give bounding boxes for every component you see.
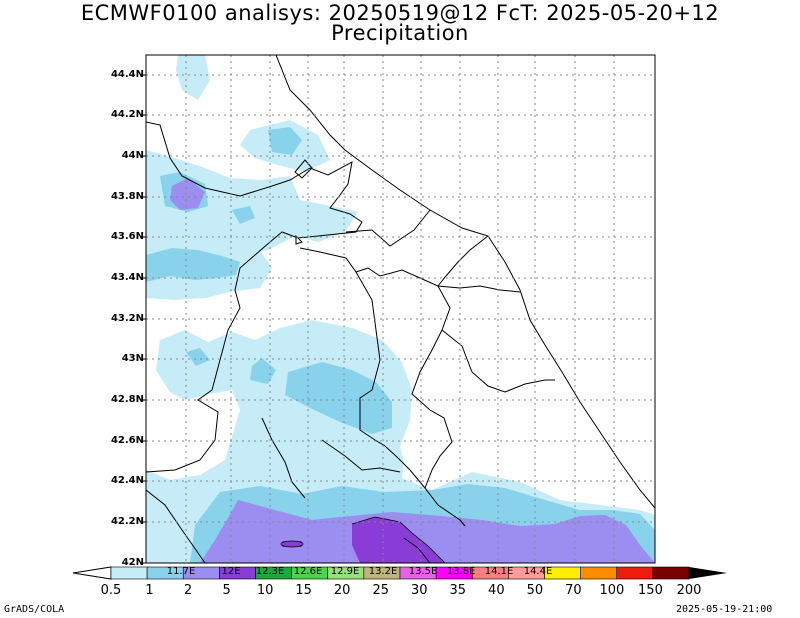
lon-label: 12.6E	[293, 566, 323, 577]
map-subtitle: Precipitation	[331, 21, 469, 45]
colorbar-label: 20	[333, 583, 351, 598]
boundaries	[146, 55, 655, 563]
colorbar-left-arrow	[72, 566, 112, 580]
colorbar-swatch	[616, 566, 654, 580]
colorbar-swatch	[580, 566, 618, 580]
colorbar-label: 40	[488, 583, 505, 598]
lat-label: 43.8N	[110, 191, 144, 202]
lon-label: 12.9E	[330, 566, 360, 577]
lon-label: 14.1E	[484, 566, 514, 577]
lat-ticks	[142, 74, 146, 564]
lon-label: 11.7E	[166, 566, 196, 577]
precip-contours	[280, 516, 446, 563]
lon-label: 12.3E	[255, 566, 285, 577]
precip-level-light	[146, 55, 655, 563]
colorbar-right-arrow	[689, 567, 727, 579]
colorbar-label: 50	[526, 583, 544, 598]
lon-label: 13.5E	[408, 566, 438, 577]
lon-label: 13.2E	[368, 566, 398, 577]
colorbar-label: 1	[145, 583, 154, 598]
colorbar	[72, 566, 727, 580]
lat-label: 44.4N	[110, 69, 144, 80]
colorbar-label: 15	[295, 583, 312, 598]
colorbar-label: 0.5	[100, 583, 122, 598]
colorbar-swatch	[110, 566, 148, 580]
lat-label: 42.6N	[110, 435, 144, 446]
lat-label: 43N	[121, 353, 144, 364]
colorbar-label: 150	[638, 583, 663, 598]
colorbar-label: 25	[372, 583, 389, 598]
colorbar-label: 35	[449, 583, 467, 598]
lat-label: 42.2N	[110, 516, 144, 527]
grid-lines	[146, 55, 655, 563]
precip-level-darkpurple	[282, 517, 445, 563]
lat-label: 42N	[121, 557, 144, 568]
precip-level-purple	[170, 178, 655, 563]
lat-label: 44.2N	[110, 109, 144, 120]
colorbar-label: 70	[565, 583, 582, 598]
lat-label: 42.8N	[110, 394, 144, 405]
lat-label: 44N	[121, 150, 144, 161]
lat-label: 43.6N	[110, 231, 144, 242]
map-frame	[145, 54, 656, 564]
colorbar-label: 10	[256, 583, 274, 598]
colorbar-label: 100	[599, 583, 625, 598]
colorbar-label: 30	[410, 583, 428, 598]
colorbar-label: 2	[183, 583, 193, 598]
lon-label: 13.8E	[446, 566, 476, 577]
footer-right: 2025-05-19-21:00	[676, 604, 773, 615]
lat-label: 42.4N	[110, 475, 144, 486]
colorbar-label: 5	[222, 583, 231, 598]
colorbar-label: 200	[676, 583, 702, 598]
lon-label: 14.4E	[523, 566, 553, 577]
lat-label: 43.4N	[110, 272, 144, 283]
lon-label: 12E	[221, 566, 241, 577]
lat-label: 43.2N	[110, 313, 144, 324]
map-title: ECMWF0100 analisys: 20250519@12 FcT: 202…	[80, 1, 720, 25]
footer-left: GrADS/COLA	[4, 604, 65, 615]
colorbar-swatch	[652, 566, 690, 580]
precip-field	[146, 55, 655, 563]
